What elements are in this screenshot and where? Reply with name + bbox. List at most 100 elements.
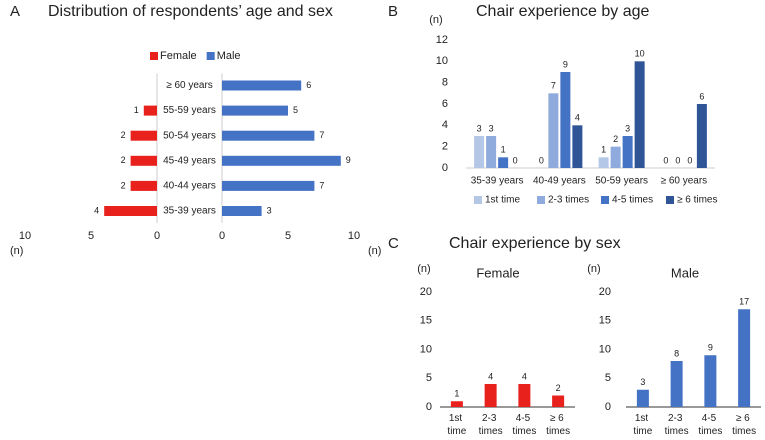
value-label: 1 [134, 105, 139, 115]
bar [610, 146, 621, 168]
y-tick-label: 2 [442, 141, 448, 153]
value-label: 0 [513, 155, 518, 165]
value-label: 3 [625, 123, 630, 133]
bar [634, 61, 645, 169]
x-tick-label: 5 [88, 230, 94, 242]
bar [498, 157, 509, 168]
y-axis-label: (n) [429, 14, 442, 26]
x-tick-label: 0 [154, 230, 160, 242]
y-tick-label: 8 [442, 77, 448, 89]
value-label: 0 [663, 155, 668, 165]
x-tick-label: ≥ 6 times [546, 413, 570, 437]
legend-swatch [666, 196, 674, 204]
x-tick-label: 50-59 years [595, 176, 648, 187]
y-tick-label: 12 [436, 34, 448, 46]
x-tick-label: 0 [219, 230, 225, 242]
chart-subtitle: Male [671, 265, 699, 280]
y-tick-label: 40-44 years [163, 181, 216, 192]
y-tick-label: 15 [599, 315, 611, 327]
y-tick-label: 0 [442, 162, 448, 174]
x-tick-label: 4-5 times [698, 413, 722, 437]
bar [518, 384, 531, 407]
bar [104, 206, 157, 216]
bar [572, 125, 583, 168]
value-label: 6 [699, 91, 704, 101]
legend-label: 2-3 times [548, 195, 589, 206]
bar [738, 309, 751, 407]
bar [450, 401, 463, 407]
legend-label: Female [160, 50, 197, 62]
x-tick-label: 1st time [633, 413, 652, 437]
bar [598, 157, 609, 168]
value-label: 2 [556, 383, 561, 393]
value-label: 9 [708, 343, 713, 353]
x-tick-label: 40-49 years [533, 176, 586, 187]
value-label: 8 [674, 348, 679, 358]
bar [704, 355, 717, 407]
value-label: 2 [121, 180, 126, 190]
x-axis-label: (n) [368, 245, 381, 257]
x-tick-label: 4-5 times [512, 413, 536, 437]
value-label: 7 [551, 81, 556, 91]
x-tick-label: ≥ 6 times [732, 413, 756, 437]
bar [130, 180, 157, 191]
y-tick-label: 50-54 years [163, 130, 216, 141]
bar [130, 130, 157, 141]
value-label: 4 [488, 371, 493, 381]
bar [143, 105, 157, 116]
bar [222, 180, 315, 191]
value-label: 2 [613, 134, 618, 144]
bar [474, 136, 485, 168]
bar [130, 155, 157, 166]
x-tick-label: 10 [348, 230, 360, 242]
bar [486, 136, 497, 168]
value-label: 4 [94, 205, 99, 215]
value-label: 9 [563, 59, 568, 69]
value-label: 1 [601, 145, 606, 155]
bar [636, 389, 649, 407]
panel-label: C [388, 235, 399, 252]
y-tick-label: 20 [420, 286, 432, 298]
y-tick-label: 0 [426, 401, 432, 413]
y-tick-label: 5 [426, 372, 432, 384]
value-label: 1 [454, 389, 459, 399]
value-label: 7 [319, 180, 324, 190]
value-label: 3 [640, 377, 645, 387]
y-axis-label: (n) [587, 263, 600, 275]
legend-label: ≥ 6 times [677, 195, 718, 206]
value-label: 0 [687, 155, 692, 165]
value-label: 10 [635, 49, 645, 59]
value-label: 9 [346, 155, 351, 165]
x-tick-label: 2-3 times [479, 413, 503, 437]
legend-swatch [206, 52, 215, 60]
bar [622, 136, 633, 168]
bar [548, 93, 559, 168]
value-label: 4 [575, 113, 580, 123]
x-tick-label: 2-3 times [665, 413, 689, 437]
bar [222, 105, 288, 116]
y-tick-label: 10 [420, 343, 432, 355]
y-tick-label: 20 [599, 286, 611, 298]
value-label: 4 [522, 371, 527, 381]
value-label: 1 [501, 145, 506, 155]
x-tick-label: 10 [19, 230, 31, 242]
y-tick-label: 45-49 years [163, 155, 216, 166]
y-tick-label: 55-59 years [163, 105, 216, 116]
y-tick-label: 10 [436, 55, 448, 67]
y-tick-label: ≥ 60 years [166, 80, 213, 91]
value-label: 0 [675, 155, 680, 165]
x-tick-label: ≥ 60 years [661, 176, 708, 187]
value-label: 2 [121, 130, 126, 140]
y-tick-label: 6 [442, 98, 448, 110]
y-axis-label: (n) [417, 263, 430, 275]
bar [560, 72, 571, 168]
bar [222, 206, 262, 216]
chart-subtitle: Female [476, 265, 519, 280]
panel-label: A [10, 3, 20, 20]
value-label: 7 [319, 130, 324, 140]
legend-label: Male [217, 50, 241, 62]
x-tick-label: 35-39 years [471, 176, 524, 187]
chart-title: Chair experience by age [476, 3, 650, 20]
